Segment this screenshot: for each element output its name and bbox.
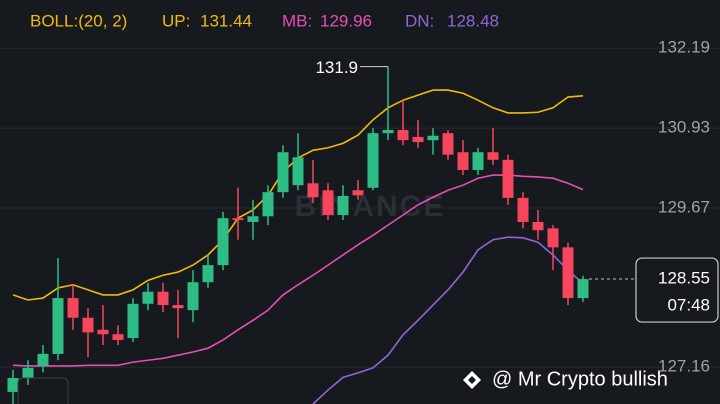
y-tick-label: 127.16 (658, 357, 710, 376)
candle-body (442, 133, 454, 155)
candle-body (37, 353, 49, 366)
grid (0, 47, 720, 368)
candle-body (7, 377, 19, 392)
candle-body (82, 317, 94, 333)
indicator-label: BOLL:(20, 2) (30, 11, 127, 30)
candle-body (187, 282, 199, 311)
expand-button[interactable] (17, 377, 69, 404)
legend-label: UP: (162, 11, 190, 30)
candle-body (22, 367, 34, 378)
candle-body (232, 218, 244, 221)
plot (7, 66, 636, 404)
candle-body (412, 136, 424, 143)
candle-body (127, 303, 139, 339)
candle-body (292, 157, 304, 186)
candle-body (277, 152, 289, 193)
band-line (12, 174, 584, 367)
credit-icon (463, 371, 481, 389)
legend-label: DN: (405, 11, 434, 30)
legend-label: MB: (282, 11, 312, 30)
watermark: BINANCE (295, 190, 446, 223)
y-tick-label: 129.67 (658, 198, 710, 217)
candle-body (547, 228, 559, 248)
candle-body (352, 190, 364, 196)
candle-body (397, 130, 409, 141)
last-price-label: 128.55 (658, 269, 710, 288)
candle-body (562, 247, 574, 299)
band-line (312, 236, 584, 404)
legend-value: 129.96 (320, 11, 372, 30)
candle-body (322, 190, 334, 216)
candle-body (157, 291, 169, 306)
candle-body (52, 298, 64, 354)
candle-body (382, 130, 394, 134)
candle-body (112, 334, 124, 340)
y-tick-label: 130.93 (658, 118, 710, 137)
legend-value: 131.44 (200, 11, 252, 30)
candle-body (262, 192, 274, 217)
candle-body (502, 159, 514, 198)
price-box (635, 257, 719, 323)
candle-body (427, 135, 439, 141)
high-label: 131.9 (315, 58, 358, 77)
candle-body (457, 152, 469, 170)
candle-body (172, 305, 184, 309)
candle-body (532, 221, 544, 231)
credit: @ Mr Crypto bullish (463, 368, 668, 390)
candle-body (517, 197, 529, 222)
y-tick-label: 132.19 (658, 38, 710, 57)
candle-body (472, 152, 484, 170)
candle-body (202, 265, 214, 283)
legend: BOLL:(20, 2) UP: 131.44 MB: 129.96 DN: 1… (30, 11, 499, 30)
candle-body (142, 291, 154, 304)
candle-body (217, 218, 229, 266)
candle-body (247, 216, 259, 222)
candle-body (67, 298, 79, 318)
candle-body (367, 133, 379, 188)
candle-body (577, 279, 589, 299)
countdown-label: 07:48 (667, 296, 710, 315)
candle-body (337, 195, 349, 216)
candle-body (97, 329, 109, 335)
candle-body (487, 152, 499, 160)
credit-text: @ Mr Crypto bullish (492, 368, 668, 390)
legend-value: 128.48 (447, 11, 499, 30)
candle-body (307, 183, 319, 198)
